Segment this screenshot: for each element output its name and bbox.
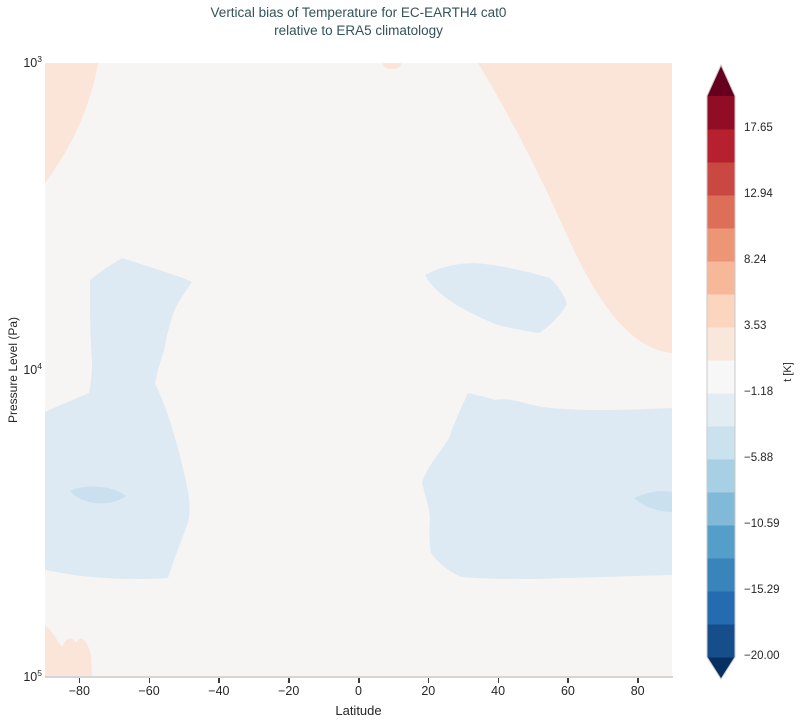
colorbar-segment [707, 360, 735, 394]
colorbar-tick-label: 17.65 [744, 122, 773, 134]
x-tick-mark [78, 678, 81, 683]
plot-area [45, 63, 672, 677]
colorbar-segment [707, 492, 735, 526]
contour-warm-top-bump [383, 63, 401, 69]
x-axis-title: Latitude [335, 703, 382, 718]
contour-warm-topleft [45, 63, 98, 183]
x-axis-spine [45, 676, 673, 678]
x-tick-mark [637, 678, 639, 683]
contour-warm-topright [478, 63, 672, 353]
colorbar-tick-label: −10.59 [744, 518, 780, 530]
contour-cool-lens-south [70, 486, 126, 504]
colorbar-segment [707, 426, 735, 460]
colorbar-segment [707, 162, 735, 196]
colorbar-tick-label: −15.29 [744, 584, 780, 596]
colorbar-segment [707, 459, 735, 493]
x-tick-label: 80 [630, 684, 645, 698]
y-tick-label: 103 [23, 54, 42, 71]
x-tick-mark [497, 678, 500, 683]
colorbar-segment [707, 294, 735, 328]
x-tick-label: −80 [68, 684, 90, 698]
x-tick-label: −60 [138, 684, 160, 698]
colorbar-arrow-bottom [707, 657, 735, 679]
x-tick-mark [288, 678, 290, 683]
x-tick-label: 40 [491, 684, 506, 698]
x-tick-label: 0 [355, 684, 362, 698]
contour-cool-north-upper [425, 263, 567, 333]
colorbar-segment [707, 195, 735, 229]
x-tick-label: 20 [421, 684, 436, 698]
x-tick-label: −20 [278, 684, 300, 698]
contour-cool-lens-north [634, 491, 672, 512]
chart-title-line-2: relative to ERA5 climatology [274, 23, 443, 38]
x-tick-label: 60 [560, 684, 575, 698]
colorbar-segment [707, 129, 735, 163]
colorbar [706, 63, 736, 680]
colorbar-segment [707, 393, 735, 427]
colorbar-segment [707, 624, 735, 658]
colorbar-tick-label: 3.53 [744, 320, 767, 332]
chart-title: Vertical bias of Temperature for EC-EART… [45, 4, 672, 40]
chart-title-line-1: Vertical bias of Temperature for EC-EART… [210, 5, 507, 20]
colorbar-segment [707, 96, 735, 130]
colorbar-segment [707, 228, 735, 262]
x-tick-mark [358, 678, 360, 683]
colorbar-tick-label: −1.18 [744, 386, 774, 398]
y-axis-title: Pressure Level (Pa) [6, 316, 20, 424]
colorbar-outline [706, 63, 736, 680]
colorbar-arrow-top [707, 65, 735, 96]
colorbar-segment [707, 591, 735, 625]
colorbar-segment [707, 558, 735, 592]
colorbar-title: t [K] [782, 362, 794, 382]
x-tick-label: −40 [208, 684, 230, 698]
y-tick-label: 105 [23, 668, 42, 685]
x-tick-mark [148, 678, 151, 683]
colorbar-segment [707, 525, 735, 559]
colorbar-tick-label: 12.94 [744, 188, 773, 200]
colorbar-tick-label: 8.24 [744, 254, 767, 266]
colorbar-segment [707, 327, 735, 361]
x-tick-mark [218, 678, 220, 683]
contour-warm-bottomleft [45, 626, 92, 677]
y-tick-label: 104 [23, 361, 42, 378]
x-tick-mark [427, 678, 430, 683]
x-tick-mark [567, 678, 569, 683]
colorbar-tick-label: −5.88 [744, 452, 774, 464]
colorbar-tick-label: −20.00 [744, 650, 780, 662]
colorbar-segment [707, 261, 735, 295]
contour-cool-north-lower [422, 393, 672, 579]
